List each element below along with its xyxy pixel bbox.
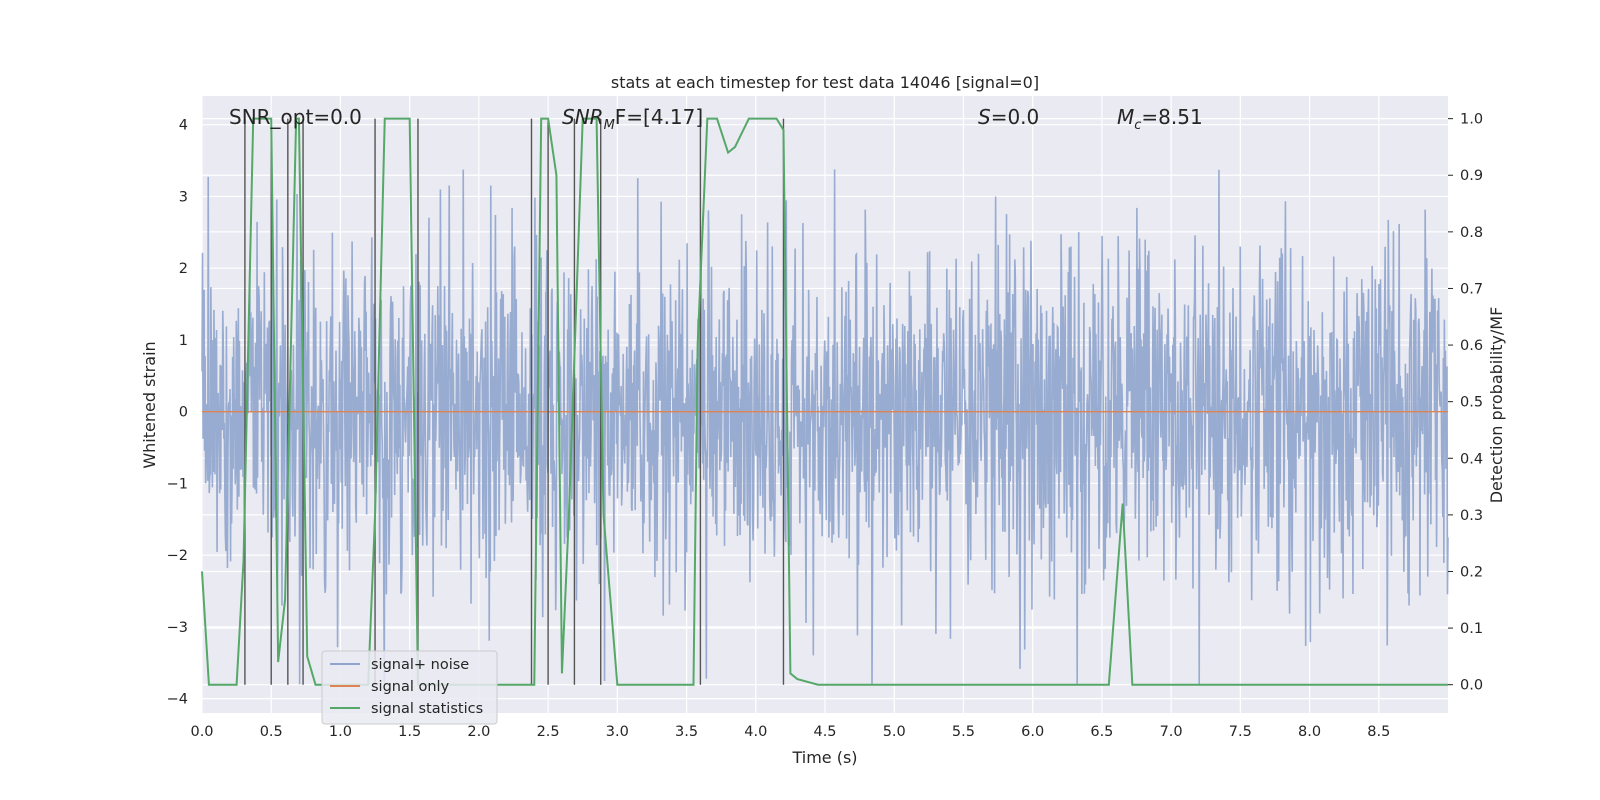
y-left-tick-label: −3 — [167, 620, 188, 636]
annotations: SNR_opt=0.0 SNRMF=[4.17] S=0.0 Mc=8.51 — [229, 105, 1203, 133]
x-tick-label: 6.0 — [1021, 724, 1044, 740]
y-right-tick-label: 1.0 — [1460, 112, 1483, 128]
y-left-tick-label: −4 — [167, 692, 188, 708]
annotation-snr-mf: SNRMF=[4.17] — [562, 105, 703, 133]
y-right-tick-label: 0.4 — [1460, 451, 1483, 467]
y-left-tick-label: 1 — [179, 333, 188, 349]
y-axis-left-ticks: −4 −3 −2 −1 0 1 2 3 4 — [167, 118, 188, 708]
x-tick-label: 7.0 — [1160, 724, 1183, 740]
legend-label-noise: signal+ noise — [371, 657, 469, 673]
annotation-snr-opt-text: SNR_opt=0.0 — [229, 105, 362, 129]
x-tick-label: 0.0 — [190, 724, 213, 740]
y-left-tick-label: −1 — [167, 476, 188, 492]
y-left-tick-label: −2 — [167, 548, 188, 564]
y-axis-right-label: Detection probability/MF — [1487, 307, 1506, 504]
legend: signal+ noise signal only signal statist… — [321, 650, 498, 725]
y-right-tick-label: 0.2 — [1460, 564, 1483, 580]
y-right-tick-label: 0.3 — [1460, 508, 1483, 524]
y-left-tick-label: 4 — [179, 118, 188, 134]
y-right-tick-label: 0.5 — [1460, 395, 1483, 411]
annotation-snr-mf-main: SNR — [562, 105, 604, 129]
series-signal-noise — [201, 169, 1449, 685]
y-left-tick-label: 0 — [179, 405, 188, 421]
x-tick-label: 8.0 — [1298, 724, 1321, 740]
x-tick-label: 3.0 — [606, 724, 629, 740]
x-tick-label: 2.0 — [467, 724, 490, 740]
statistics-series — [201, 117, 1448, 686]
x-tick-label: 5.0 — [883, 724, 906, 740]
y-right-tick-label: 0.9 — [1460, 168, 1483, 184]
legend-label-signal: signal only — [371, 679, 450, 695]
y-axis-right-ticks: 0.0 0.1 0.2 0.3 0.4 0.5 0.6 0.7 0.8 0.9 1.0 — [1448, 112, 1483, 694]
annotation-mc: Mc=8.51 — [1117, 105, 1203, 133]
y-right-tick-label: 0.7 — [1460, 281, 1483, 297]
x-axis-label: Time (s) — [791, 748, 857, 767]
x-axis-ticks: 0.0 0.5 1.0 1.5 2.0 2.5 3.0 3.5 4.0 4.5 5.0 5.5 6.0 6… — [190, 724, 1390, 740]
y-left-tick-label: 3 — [179, 189, 188, 205]
annotation-snr-opt: SNR_opt=0.0 — [229, 105, 362, 129]
annotation-snr-mf-suffix: F=[4.17] — [615, 105, 703, 129]
x-tick-label: 1.0 — [329, 724, 352, 740]
annotation-mc-main: M — [1117, 105, 1134, 129]
y-right-tick-label: 0.0 — [1460, 678, 1483, 694]
x-tick-label: 7.5 — [1229, 724, 1252, 740]
x-tick-label: 3.5 — [675, 724, 698, 740]
chart-title: stats at each timestep for test data 140… — [611, 73, 1039, 92]
x-tick-label: 0.5 — [260, 724, 283, 740]
x-tick-label: 8.5 — [1367, 724, 1390, 740]
annotation-mc-suffix: =8.51 — [1141, 105, 1202, 129]
annotation-s: S=0.0 — [978, 105, 1039, 129]
x-tick-label: 4.5 — [813, 724, 836, 740]
x-tick-label: 2.5 — [537, 724, 560, 740]
x-tick-label: 1.5 — [398, 724, 421, 740]
x-tick-label: 5.5 — [952, 724, 975, 740]
legend-box — [321, 650, 498, 725]
noise-series — [201, 169, 1449, 685]
x-tick-label: 6.5 — [1090, 724, 1113, 740]
x-tick-label: 4.0 — [744, 724, 767, 740]
y-right-tick-label: 0.1 — [1460, 621, 1483, 637]
annotation-snr-mf-sub: M — [604, 118, 615, 133]
annotation-s-suffix: =0.0 — [991, 105, 1040, 129]
vertical-markers — [244, 118, 785, 685]
y-left-tick-label: 2 — [179, 261, 188, 277]
y-right-tick-label: 0.8 — [1460, 225, 1483, 241]
legend-label-stats: signal statistics — [371, 701, 483, 717]
y-right-tick-label: 0.6 — [1460, 338, 1483, 354]
annotation-mc-sub: c — [1134, 118, 1141, 133]
annotation-s-main: S — [978, 105, 991, 129]
y-axis-left-label: Whitened strain — [140, 341, 159, 468]
series-signal-statistics — [201, 117, 1448, 686]
